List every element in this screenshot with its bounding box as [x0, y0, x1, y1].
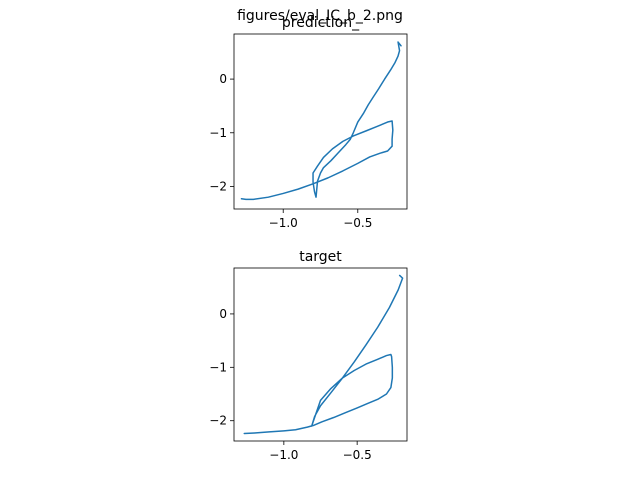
y-tick-label: −2	[209, 414, 227, 428]
axes-frame	[233, 267, 408, 442]
axes-frame	[233, 33, 408, 210]
y-tick-label: 0	[219, 307, 227, 321]
subplot-target: −1.0 −0.5 0 −1 −2 target	[209, 249, 408, 462]
y-tick-label: −2	[209, 179, 227, 193]
x-tick-label: −0.5	[343, 216, 372, 230]
subplot-title: target	[299, 249, 342, 265]
subplot-prediction: −1.0 −0.5 0 −1 −2 prediction_	[209, 15, 408, 230]
x-tick-label: −1.0	[269, 448, 298, 462]
figure-title: figures/eval_IC_b_2.png	[237, 8, 403, 24]
x-tick-label: −0.5	[343, 448, 372, 462]
series-line-0	[240, 41, 402, 201]
subplot-title: prediction_	[282, 15, 360, 31]
x-tick-label: −1.0	[269, 216, 298, 230]
y-tick-label: 0	[219, 72, 227, 86]
y-tick-label: −1	[209, 360, 227, 374]
y-tick-label: −1	[209, 126, 227, 140]
series-line-0	[243, 274, 404, 435]
